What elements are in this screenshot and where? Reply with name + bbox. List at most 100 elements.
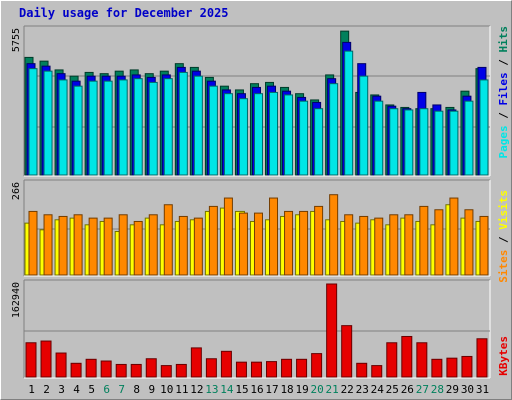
legend-separator: / <box>497 53 510 73</box>
bar-sites-day-26 <box>404 214 414 276</box>
bar-pages-day-10 <box>163 78 173 176</box>
bar-pages-day-12 <box>193 75 203 176</box>
x-tick-label-day-19: 19 <box>295 383 308 396</box>
panel-2-ymax-label: 266 <box>11 182 22 200</box>
x-tick-label-day-10: 10 <box>160 383 173 396</box>
bar-kbytes-day-27 <box>416 342 428 378</box>
bar-sites-day-31 <box>479 215 489 276</box>
bar-sites-day-23 <box>359 215 369 276</box>
bar-pages-day-11 <box>178 71 188 176</box>
bar-kbytes-day-25 <box>386 342 398 378</box>
bar-kbytes-day-30 <box>461 355 473 378</box>
bar-sites-day-7 <box>118 214 128 276</box>
x-tick-label-day-1: 1 <box>28 383 35 396</box>
bar-kbytes-day-12 <box>190 347 202 378</box>
bar-pages-day-21 <box>329 83 339 176</box>
bar-sites-day-27 <box>419 205 429 276</box>
x-tick-label-day-5: 5 <box>88 383 95 396</box>
x-tick-label-day-28: 28 <box>431 383 444 396</box>
bar-pages-day-30 <box>464 100 474 176</box>
bar-kbytes-day-2 <box>40 340 52 378</box>
x-tick-label-day-18: 18 <box>280 383 293 396</box>
bar-kbytes-day-15 <box>235 361 247 378</box>
panel-1-ymax-label: 5755 <box>11 28 22 52</box>
x-tick-label-day-20: 20 <box>311 383 324 396</box>
bar-pages-day-8 <box>133 78 143 176</box>
bar-pages-day-20 <box>314 108 324 176</box>
x-tick-label-day-31: 31 <box>476 383 489 396</box>
bar-pages-day-15 <box>238 98 248 176</box>
bar-pages-day-29 <box>449 110 459 176</box>
bar-pages-day-27 <box>419 108 429 176</box>
legend-sites: Sites <box>497 250 510 283</box>
bar-pages-day-19 <box>299 100 309 176</box>
x-tick-label-day-22: 22 <box>341 383 354 396</box>
bar-kbytes-day-28 <box>431 358 443 378</box>
bar-kbytes-day-3 <box>55 352 67 378</box>
chart-title: Daily usage for December 2025 <box>19 6 229 20</box>
bar-sites-day-10 <box>163 204 173 276</box>
bar-pages-day-24 <box>374 100 384 176</box>
bar-sites-day-20 <box>314 205 324 276</box>
legend-visits: Visits <box>497 190 510 230</box>
bar-pages-day-25 <box>389 108 399 176</box>
bar-sites-day-12 <box>193 217 203 276</box>
bar-sites-day-16 <box>253 212 263 276</box>
bar-kbytes-day-23 <box>356 362 368 378</box>
x-tick-label-day-14: 14 <box>220 383 234 396</box>
bar-kbytes-day-6 <box>100 360 112 378</box>
bar-sites-day-22 <box>344 214 354 276</box>
bar-sites-day-2 <box>43 214 53 276</box>
bar-kbytes-day-19 <box>296 358 308 378</box>
bar-pages-day-7 <box>118 79 128 176</box>
bar-sites-day-24 <box>374 217 384 276</box>
bar-pages-day-2 <box>43 70 53 176</box>
x-tick-label-day-13: 13 <box>205 383 218 396</box>
x-tick-label-day-9: 9 <box>148 383 155 396</box>
bar-sites-day-6 <box>103 217 113 276</box>
bar-kbytes-day-22 <box>341 325 353 378</box>
x-tick-label-day-24: 24 <box>371 383 385 396</box>
bar-kbytes-day-1 <box>25 342 37 378</box>
panel-2-legend: Sites / Visits <box>497 190 510 283</box>
bar-sites-day-28 <box>434 209 444 276</box>
bar-kbytes-day-26 <box>401 335 413 378</box>
bar-kbytes-day-17 <box>266 361 278 378</box>
x-tick-label-day-4: 4 <box>73 383 80 396</box>
bar-pages-day-18 <box>284 94 294 176</box>
x-tick-label-day-17: 17 <box>265 383 278 396</box>
bar-kbytes-day-4 <box>70 362 82 378</box>
bar-pages-day-4 <box>73 85 83 176</box>
bar-pages-day-14 <box>223 93 233 176</box>
bar-pages-day-28 <box>434 110 444 176</box>
panel-1-legend: Pages / Files / Hits <box>497 26 510 159</box>
bar-sites-day-14 <box>223 197 233 276</box>
bar-sites-day-19 <box>299 210 309 276</box>
bar-sites-day-21 <box>329 194 339 276</box>
bar-sites-day-18 <box>284 210 294 276</box>
bar-sites-day-15 <box>238 212 248 276</box>
legend-pages: Pages <box>497 125 510 158</box>
x-tick-label-day-3: 3 <box>58 383 65 396</box>
bar-kbytes-day-9 <box>145 358 157 378</box>
x-tick-label-day-25: 25 <box>386 383 399 396</box>
bar-sites-day-4 <box>73 214 83 276</box>
bar-kbytes-day-24 <box>371 365 383 378</box>
bar-sites-day-5 <box>88 217 98 276</box>
x-tick-label-day-30: 30 <box>461 383 474 396</box>
legend-separator: / <box>497 106 510 126</box>
bar-kbytes-day-21 <box>326 283 338 378</box>
bar-sites-day-25 <box>389 214 399 276</box>
bar-pages-day-22 <box>344 50 354 176</box>
bar-sites-day-13 <box>208 205 218 276</box>
bar-kbytes-day-16 <box>250 361 262 378</box>
legend-hits: Hits <box>497 26 510 53</box>
bar-sites-day-3 <box>58 215 68 276</box>
x-tick-label-day-29: 29 <box>446 383 459 396</box>
x-tick-label-day-27: 27 <box>416 383 429 396</box>
bar-kbytes-day-29 <box>446 357 458 378</box>
bar-sites-day-8 <box>133 220 143 276</box>
bar-pages-day-17 <box>269 91 279 176</box>
bar-pages-day-5 <box>88 80 98 176</box>
